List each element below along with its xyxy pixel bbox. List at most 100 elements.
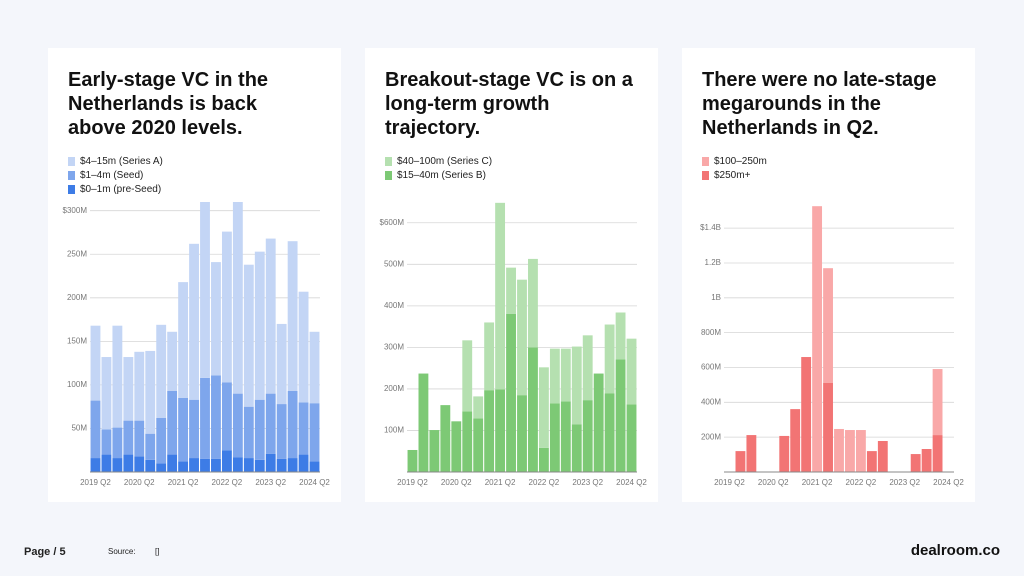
bar-segment <box>866 451 877 472</box>
bar-segment <box>211 458 221 472</box>
bar-segment <box>276 458 287 472</box>
bar-segment <box>134 351 145 421</box>
bar-segment <box>440 405 451 472</box>
bar-segment <box>167 454 178 472</box>
bar-segment <box>582 400 593 472</box>
bar-segment <box>528 347 538 472</box>
x-tick-label: 2021 Q2 <box>168 478 199 487</box>
x-tick-label: 2020 Q2 <box>441 478 472 487</box>
y-tick-label: 300M <box>384 342 404 351</box>
bar-segment <box>232 202 243 394</box>
legend-item: $4–15m (Series A) <box>68 154 163 168</box>
bar-segment <box>90 325 101 401</box>
bar-segment <box>549 348 560 404</box>
bar-segment <box>604 324 615 394</box>
bar-segment <box>560 348 571 402</box>
bar-segment <box>200 202 210 378</box>
bar-segment <box>265 393 276 454</box>
legend-label: $1–4m (Seed) <box>80 169 144 181</box>
y-tick-label: 500M <box>384 259 404 268</box>
brand: dealroom.co <box>910 542 1000 559</box>
bar-segment <box>112 325 123 428</box>
bar-segment <box>429 430 440 472</box>
x-tick-label: 2023 Q2 <box>889 478 920 487</box>
legend-swatch <box>385 170 392 180</box>
bar-segment <box>200 377 210 459</box>
x-tick-label: 2023 Q2 <box>255 478 286 487</box>
bar-segment <box>604 393 615 472</box>
y-tick-label: 200M <box>384 384 404 393</box>
y-tick-label: 50M <box>71 424 87 433</box>
legend: $4–15m (Series A) $1–4m (Seed) $0–1m (pre-… <box>68 154 163 196</box>
bar-segment <box>123 357 134 421</box>
bar-segment <box>101 429 112 455</box>
bar-segment <box>189 399 199 459</box>
legend-item: $100–250m <box>702 154 767 168</box>
bar-segment <box>145 350 156 434</box>
bar-segment <box>626 404 637 472</box>
bar-segment <box>287 241 298 391</box>
bar-segment <box>506 267 516 314</box>
bar-segment <box>549 403 560 472</box>
bar-segment <box>221 231 232 383</box>
x-tick-label: 2024 Q2 <box>616 478 647 487</box>
bar-segment <box>167 391 178 455</box>
bar-segment <box>855 430 866 472</box>
bar-segment <box>123 454 134 472</box>
bar-segment <box>254 459 265 472</box>
bar-segment <box>178 397 189 462</box>
legend-label: $0–1m (pre-Seed) <box>80 183 162 195</box>
bar-segment <box>845 430 855 472</box>
legend-label: $40–100m (Series C) <box>397 155 493 167</box>
bar-segment <box>823 382 833 472</box>
y-tick-label: 1.2B <box>705 258 721 267</box>
bar-segment <box>211 262 221 376</box>
y-tick-label: $600M <box>380 218 405 227</box>
bar-segment <box>615 312 626 360</box>
x-tick-label: 2021 Q2 <box>485 478 516 487</box>
bar-segment <box>484 322 495 391</box>
bar-segment <box>451 421 462 472</box>
chart-title: Breakout-stage VC is on a long-term grow… <box>385 69 633 139</box>
bar-segment <box>834 428 844 472</box>
x-tick-label: 2022 Q2 <box>529 478 560 487</box>
legend-swatch <box>68 170 75 180</box>
bar-segment <box>932 369 943 436</box>
bar-segment <box>582 335 593 401</box>
bar-segment <box>265 453 276 472</box>
bar-segment <box>189 243 199 400</box>
y-tick-label: $300M <box>63 206 88 215</box>
y-tick-label: 200M <box>67 293 87 302</box>
legend-swatch <box>68 184 75 194</box>
bar-segment <box>790 409 801 472</box>
bar-segment <box>276 323 287 405</box>
y-tick-label: 400M <box>701 397 721 406</box>
bar-segment <box>735 451 746 472</box>
legend: $40–100m (Series C) $15–40m (Series B) <box>385 154 492 182</box>
bar-segment <box>528 258 538 348</box>
bar-segment <box>298 402 309 455</box>
legend-label: $4–15m (Series A) <box>80 155 163 167</box>
legend-swatch <box>702 156 709 166</box>
legend-swatch <box>68 156 75 166</box>
chart-title: Early-stage VC in the Netherlands is bac… <box>68 69 269 139</box>
bar-segment <box>484 390 495 472</box>
legend-swatch <box>385 156 392 166</box>
bar-segment <box>571 346 582 425</box>
bar-segment <box>407 449 418 472</box>
bar-segment <box>462 340 473 412</box>
y-tick-label: 800M <box>701 328 721 337</box>
bar-segment <box>156 324 167 418</box>
legend-item: $1–4m (Seed) <box>68 168 163 182</box>
bar-segment <box>243 406 254 459</box>
bar-segment <box>538 447 549 472</box>
bar-segment <box>90 458 101 472</box>
bar-segment <box>298 454 309 472</box>
x-tick-label: 2019 Q2 <box>397 478 428 487</box>
x-tick-label: 2023 Q2 <box>572 478 603 487</box>
bar-segment <box>123 420 134 455</box>
bar-segment <box>506 313 516 472</box>
bar-segment <box>221 450 232 472</box>
chart-title: There were no late-stage megarounds in t… <box>702 69 937 139</box>
